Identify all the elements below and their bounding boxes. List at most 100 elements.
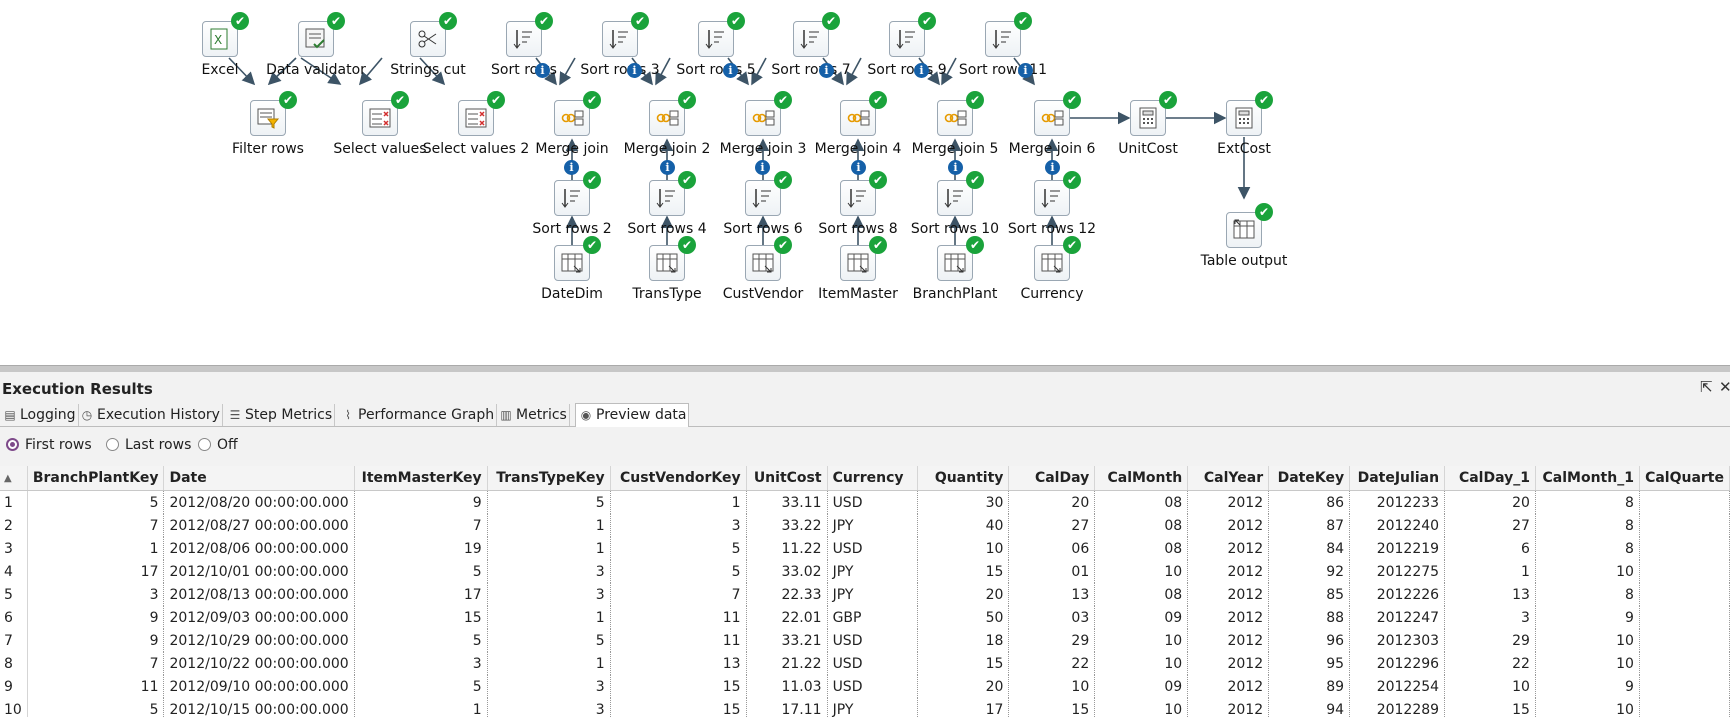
step-label: Select values 2 [422, 141, 530, 157]
tab-logging[interactable]: ▤ Logging [0, 404, 79, 426]
step-branchplant[interactable]: ✔ [937, 236, 984, 281]
step-sortrows2[interactable]: ✔ [554, 171, 601, 216]
tab-step-metrics[interactable]: ☰ Step Metrics [225, 404, 336, 426]
column-header[interactable]: BranchPlantKey [27, 466, 165, 491]
preview-data-table[interactable]: ▲ BranchPlantKey Date ItemMasterKey TransTyp… [0, 466, 1730, 717]
step-mergejoin3[interactable]: ✔ [745, 91, 792, 136]
graph-icon: ⌇ [345, 408, 351, 422]
tab-preview-data[interactable]: ◉ Preview data [575, 403, 690, 427]
info-icon[interactable]: i [755, 160, 770, 175]
info-icon[interactable]: i [819, 63, 834, 78]
table-row[interactable]: 8 7 2012/10/22 00:00:00.000 3 1 13 21.22 USD 15 2… [0, 652, 1730, 675]
step-mergejoin5[interactable]: ✔ [937, 91, 984, 136]
table-row[interactable]: 5 3 2012/08/13 00:00:00.000 17 3 7 22.33 JPY 20 1… [0, 583, 1730, 606]
step-mergejoin6[interactable]: ✔ [1034, 91, 1081, 136]
step-sortrows9[interactable]: ✔ [889, 12, 936, 57]
step-mergejoin4[interactable]: ✔ [840, 91, 887, 136]
sort-step-icon [609, 30, 628, 49]
table-row[interactable]: 7 9 2012/10/29 00:00:00.000 5 5 11 33.21 USD 18 2… [0, 629, 1730, 652]
step-tableoutput[interactable]: ✔ [1226, 203, 1273, 248]
column-header[interactable]: CalMonth_1 [1535, 466, 1640, 491]
step-sortrows12[interactable]: ✔ [1034, 171, 1081, 216]
column-header[interactable]: DateKey [1268, 466, 1351, 491]
column-header[interactable]: ItemMasterKey [354, 466, 488, 491]
success-check-icon: ✔ [966, 171, 984, 189]
step-selectvalues[interactable]: ✔ [362, 91, 409, 136]
column-header[interactable]: CustVendorKey [610, 466, 747, 491]
table-cell: 09 [1094, 606, 1189, 629]
column-header[interactable]: CalQuarte [1639, 466, 1730, 491]
column-header[interactable]: Quantity [917, 466, 1010, 491]
panel-splitter[interactable] [0, 365, 1730, 372]
step-itemmaster[interactable]: ✔ [840, 236, 887, 281]
column-header[interactable]: CalDay [1008, 466, 1096, 491]
step-sortrows5[interactable]: ✔ [698, 12, 745, 57]
column-header[interactable]: CalMonth [1094, 466, 1189, 491]
info-icon[interactable]: i [1018, 63, 1033, 78]
step-sortrows11[interactable]: ✔ [985, 12, 1032, 57]
step-sortrows4[interactable]: ✔ [649, 171, 696, 216]
radio-button-icon[interactable] [106, 437, 119, 451]
table-row[interactable]: 10 5 2012/10/15 00:00:00.000 1 3 15 17.11 JPY 17… [0, 698, 1730, 717]
step-sortrows[interactable]: ✔ [506, 12, 553, 57]
step-mergejoin[interactable]: ✔ [554, 91, 601, 136]
info-icon[interactable]: i [627, 63, 642, 78]
step-custvendor[interactable]: ✔ [745, 236, 792, 281]
info-icon[interactable]: i [1045, 160, 1060, 175]
table-row[interactable]: 6 9 2012/09/03 00:00:00.000 15 1 11 22.01 GBP 50… [0, 606, 1730, 629]
step-sortrows10[interactable]: ✔ [937, 171, 984, 216]
column-header[interactable]: Date [163, 466, 355, 491]
radio-off[interactable]: Off [192, 434, 238, 456]
info-icon[interactable]: i [535, 63, 550, 78]
transformation-canvas[interactable]: X ✔ Excel ✔ Data validator ✔ Strings cut ✔ Sort … [0, 0, 1730, 364]
column-header[interactable]: UnitCost [746, 466, 828, 491]
step-selectvalues2[interactable]: ✔ [458, 91, 505, 136]
table-row[interactable]: 3 1 2012/08/06 00:00:00.000 19 1 5 11.22 USD 10 0… [0, 537, 1730, 560]
tablein-step-icon [561, 253, 583, 273]
tab-performance-graph[interactable]: ⌇ Performance Graph [338, 404, 498, 426]
sort-indicator-icon[interactable]: ▲ [0, 466, 28, 491]
radio-last-rows[interactable]: Last rows [100, 434, 191, 456]
step-extcost[interactable]: ✔ [1226, 91, 1273, 136]
column-header[interactable]: DateJulian [1349, 466, 1446, 491]
column-header[interactable]: CalYear [1187, 466, 1270, 491]
info-icon[interactable]: i [914, 63, 929, 78]
step-label: Merge join 6 [1008, 141, 1096, 157]
step-currency[interactable]: ✔ [1034, 236, 1081, 281]
step-excel[interactable]: X ✔ [202, 12, 249, 57]
column-header[interactable]: TransTypeKey [487, 466, 611, 491]
info-icon[interactable]: i [660, 160, 675, 175]
step-sortrows8[interactable]: ✔ [840, 171, 887, 216]
step-unitcost[interactable]: ✔ [1130, 91, 1177, 136]
radio-button-icon[interactable] [198, 437, 211, 451]
maximize-icon[interactable]: ⇱ [1700, 378, 1713, 396]
column-header[interactable]: CalDay_1 [1444, 466, 1536, 491]
table-row[interactable]: 2 7 2012/08/27 00:00:00.000 7 1 3 33.22 JPY 40 27… [0, 514, 1730, 537]
step-datedim[interactable]: ✔ [554, 236, 601, 281]
info-icon[interactable]: i [723, 63, 738, 78]
table-row[interactable]: 9 11 2012/09/10 00:00:00.000 5 3 15 11.03 USD 20… [0, 675, 1730, 698]
step-sortrows3[interactable]: ✔ [602, 12, 649, 57]
table-row[interactable]: 1 5 2012/08/20 00:00:00.000 9 5 1 33.11 USD 30 20… [0, 490, 1730, 514]
info-icon[interactable]: i [851, 160, 866, 175]
step-sortrows7[interactable]: ✔ [793, 12, 840, 57]
radio-button-icon[interactable] [6, 437, 19, 451]
step-mergejoin2[interactable]: ✔ [649, 91, 696, 136]
radio-first-rows[interactable]: First rows [0, 434, 92, 456]
tab-execution-history[interactable]: ◷ Execution History [77, 404, 223, 426]
table-row[interactable]: 4 17 2012/10/01 00:00:00.000 5 3 5 33.02 JPY 15 0… [0, 560, 1730, 583]
table-cell: 27 [1008, 514, 1096, 537]
step-label: CustVendor [722, 286, 804, 302]
column-header[interactable]: Currency [827, 466, 918, 491]
tab-metrics[interactable]: ▥ Metrics [496, 404, 570, 426]
step-sortrows6[interactable]: ✔ [745, 171, 792, 216]
step-datavalidator[interactable]: ✔ [298, 12, 345, 57]
info-icon[interactable]: i [948, 160, 963, 175]
step-filterrows[interactable]: ✔ [250, 91, 297, 136]
step-stringscut[interactable]: ✔ [410, 12, 457, 57]
info-icon[interactable]: i [564, 160, 579, 175]
close-icon[interactable]: ✕ [1719, 378, 1730, 396]
step-transtype[interactable]: ✔ [649, 236, 696, 281]
table-cell: 17 [917, 698, 1010, 717]
success-check-icon: ✔ [535, 12, 553, 30]
